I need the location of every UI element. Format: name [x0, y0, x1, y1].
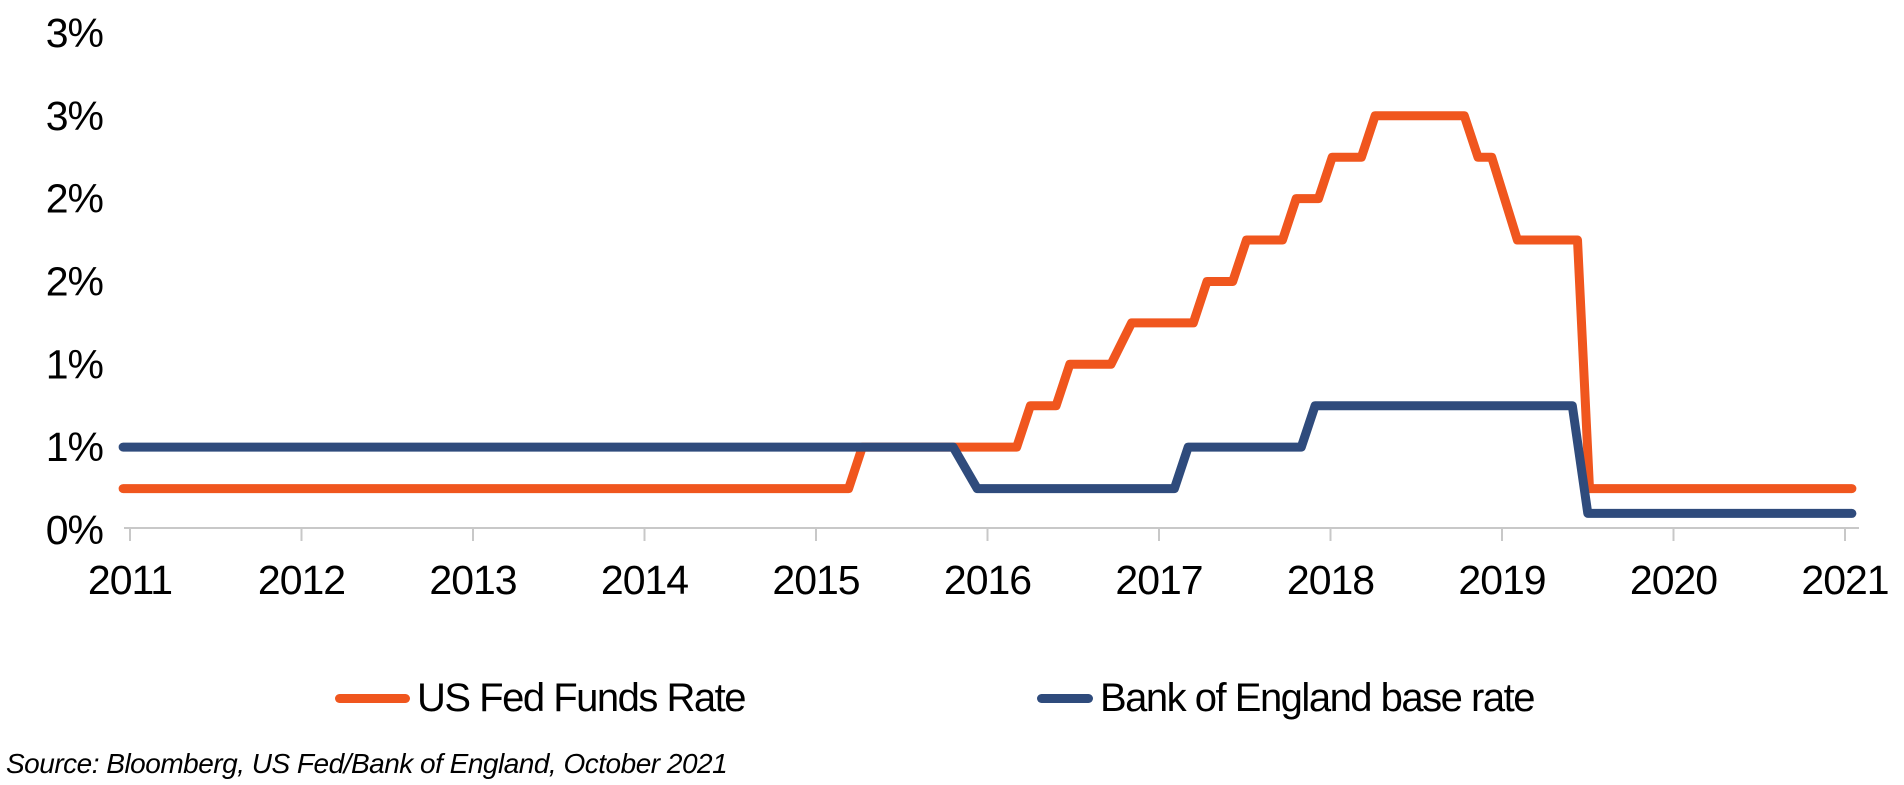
x-tick-label: 2013: [429, 557, 516, 603]
x-tick-label: 2019: [1458, 557, 1545, 603]
y-tick-label: 2%: [46, 176, 103, 222]
legend-item-us-fed: US Fed Funds Rate: [335, 672, 747, 724]
y-tick-label: 3%: [46, 93, 103, 139]
y-tick-label: 2%: [46, 258, 103, 304]
legend-item-boe: Bank of England base rate: [1037, 672, 1535, 724]
boe-line-swatch: [1037, 693, 1093, 703]
x-tick-label: 2018: [1287, 557, 1374, 603]
series-line-boe: [118, 401, 1857, 518]
chart-plot-area: 2011 2012 2013 2014 2015 2016 2017 2018 2019 2020…: [46, 10, 1890, 603]
y-tick-label: 1%: [46, 341, 103, 387]
us-fed-line-swatch: [335, 693, 410, 703]
source-note: Source: Bloomberg, US Fed/Bank of Englan…: [6, 748, 728, 779]
y-tick-label: 0%: [46, 507, 103, 553]
x-tick-label: 2014: [601, 557, 688, 603]
legend-label-us-fed: US Fed Funds Rate: [417, 676, 747, 720]
x-tick-label: 2017: [1115, 557, 1202, 603]
x-tick-label: 2020: [1630, 557, 1717, 603]
y-tick-label: 3%: [46, 10, 103, 56]
x-tick-label: 2016: [944, 557, 1031, 603]
series-line-us-fed: [118, 111, 1857, 494]
legend-label-boe: Bank of England base rate: [1100, 676, 1535, 720]
x-tick-label: 2021: [1801, 557, 1888, 603]
chart-legend: US Fed Funds Rate Bank of England base r…: [0, 672, 1904, 724]
y-tick-label: 1%: [46, 424, 103, 470]
x-tick-label: 2012: [258, 557, 345, 603]
x-tick-label: 2015: [772, 557, 859, 603]
x-tick-label: 2011: [88, 557, 172, 603]
